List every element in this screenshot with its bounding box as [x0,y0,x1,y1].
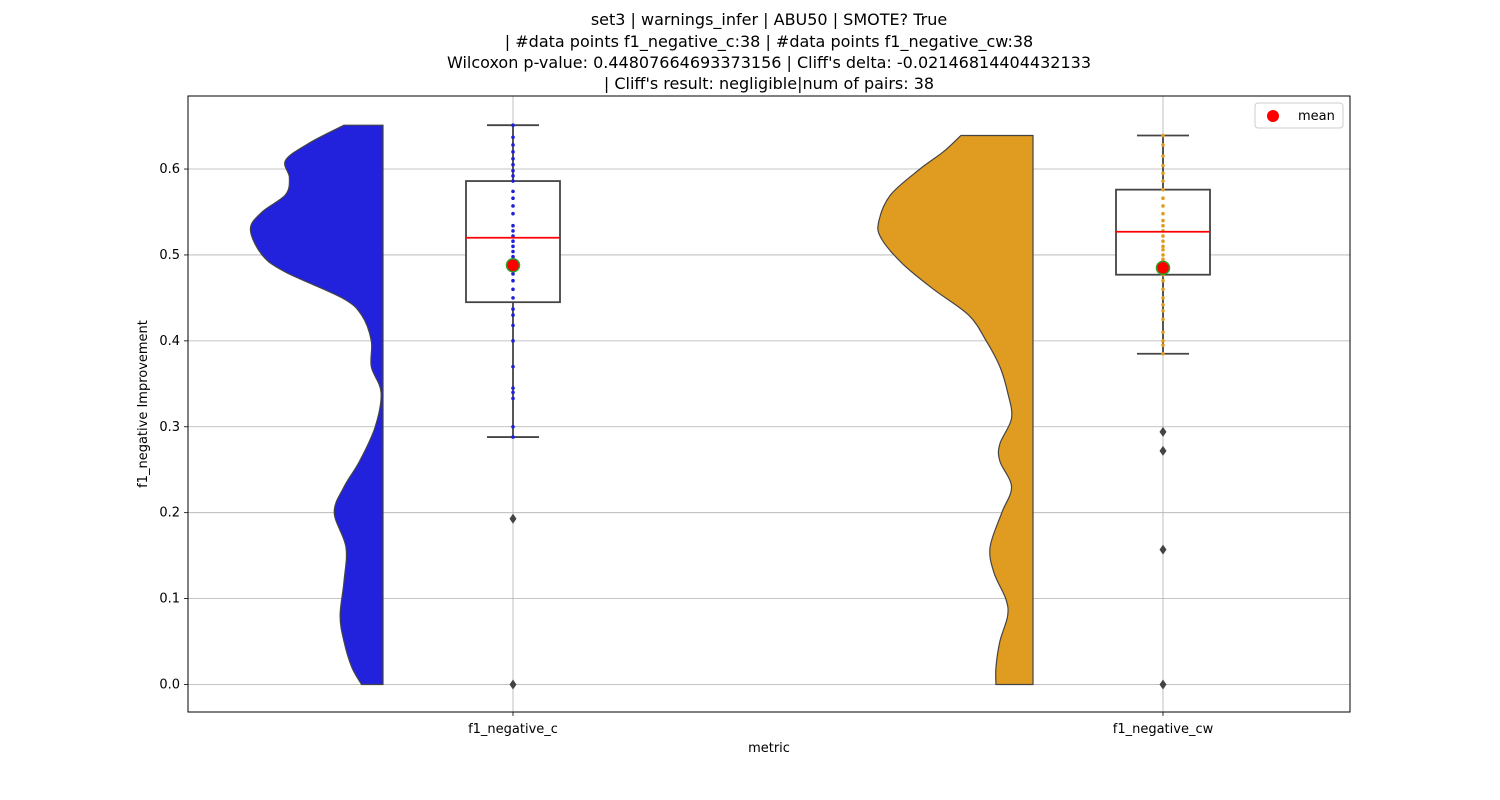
data-point [511,424,515,429]
data-point [511,123,515,128]
data-point [1161,296,1165,300]
outlier-marker [509,679,517,690]
data-point [511,196,515,201]
data-point [511,278,515,283]
outlier-marker [1159,445,1167,456]
data-point [1161,330,1165,335]
plot-area: 0.0 0.1 0.2 0.3 0.4 0.5 0.6 f1_negative_c f1_neg… [159,95,1351,737]
y-tick-label: 0.4 [159,334,180,349]
data-point [511,150,515,154]
data-point [1161,163,1165,168]
data-point [1161,204,1165,208]
data-point [511,313,515,317]
data-point [1161,234,1165,238]
violin-f1_negative_cw [877,134,1034,686]
data-point [511,162,515,167]
outlier-marker [1159,426,1167,437]
legend-box [1254,102,1344,129]
data-point [511,244,515,249]
data-point [1161,133,1165,138]
data-point [511,390,515,395]
data-point [511,307,515,311]
title-line-3: Wilcoxon p-value: 0.44807664693373156 | … [447,53,1091,72]
data-point [511,211,515,216]
data-point [511,223,515,228]
legend-mean-label: mean [1298,109,1335,124]
data-point [1161,154,1165,158]
data-point [1161,308,1165,313]
outlier-marker [1159,544,1167,555]
violin-f1_negative_c [249,124,384,686]
data-point [511,249,515,254]
data-point [511,239,515,243]
data-point [511,364,515,369]
data-point [1161,247,1165,252]
data-point [1161,171,1165,176]
data-point [1161,196,1165,201]
data-point [511,156,515,161]
data-point [1161,143,1165,147]
data-point [511,323,515,328]
mean-marker [1155,260,1171,276]
title-line-4: | Cliff's result: negligible|num of pair… [604,74,934,93]
data-point [511,254,515,259]
y-tick-label: 0.1 [159,592,180,607]
data-point [511,396,515,401]
data-point [511,135,515,140]
mean-marker [505,257,521,273]
outlier-marker [509,513,517,524]
data-point [1161,339,1165,343]
data-point [1161,239,1165,243]
data-point [1161,317,1165,322]
data-point [1161,343,1165,347]
data-point [1161,351,1165,356]
data-point [511,179,515,183]
data-point [1161,253,1165,257]
data-point [511,287,515,292]
y-tick-label: 0.3 [159,420,180,435]
chart-title: set3 | warnings_infer | ABU50 | SMOTE? T… [447,10,1091,93]
data-point [511,189,515,194]
data-point [511,168,515,173]
data-point [511,386,515,390]
y-tick-label: 0.2 [159,506,180,521]
legend-mean-marker [1267,110,1279,122]
x-tick-label: f1_negative_cw [1113,722,1214,737]
x-axis-label: metric [748,741,790,756]
data-point [1161,187,1165,192]
data-point [511,435,515,439]
data-point [511,339,515,343]
title-line-2: | #data points f1_negative_c:38 | #data … [505,32,1033,52]
data-point [511,296,515,300]
data-point [1161,287,1165,292]
y-tick-label: 0.6 [159,162,180,177]
y-tick-label: 0.0 [159,678,180,693]
data-point [1161,218,1165,223]
data-point [1161,278,1165,283]
data-point [1161,211,1165,216]
data-point [1161,257,1165,262]
x-tick-label: f1_negative_c [468,722,558,737]
data-point [511,204,515,208]
title-line-1: set3 | warnings_infer | ABU50 | SMOTE? T… [591,10,947,30]
data-point [511,229,515,233]
data-point [1161,223,1165,228]
legend: mean [1254,102,1344,129]
data-point [511,272,515,276]
data-point [1161,179,1165,183]
outlier-marker [1159,679,1167,690]
data-point [1161,302,1165,307]
axes-frame [187,95,1351,713]
y-axis-label: f1_negative Improvement [136,320,151,488]
data-point [1161,244,1165,249]
data-point [511,174,515,178]
y-tick-label: 0.5 [159,248,180,263]
data-point [511,143,515,147]
